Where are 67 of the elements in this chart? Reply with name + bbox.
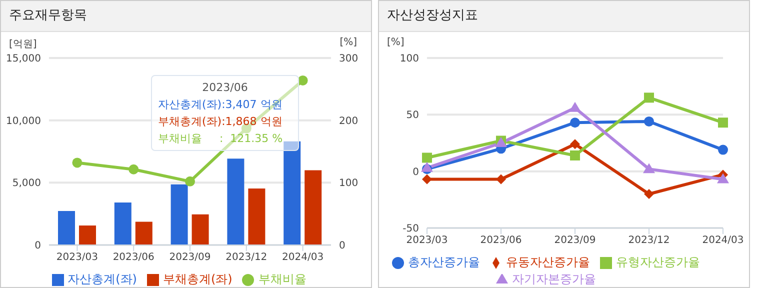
point <box>185 176 195 186</box>
annotation: 부채총계(좌):1,868 억원 <box>158 114 284 130</box>
point <box>644 189 654 199</box>
annotation: 부채비율 : 121.35 % <box>158 131 284 147</box>
y2-tick-label: 100 <box>339 178 358 190</box>
legend-label: 자산총계(좌) <box>68 272 137 286</box>
x-tick-label: 2023/03 <box>406 235 448 246</box>
legend-label: 총자산증가율 <box>408 255 480 269</box>
x-tick-label: 2023/09 <box>554 235 596 246</box>
point <box>496 174 506 184</box>
point <box>644 116 654 126</box>
x-tick-label: 2023/12 <box>628 235 670 246</box>
y-tick-label: 0 <box>412 166 419 178</box>
y-tick-label: -50 <box>402 224 419 235</box>
point <box>570 139 580 150</box>
legend-label: 유동자산증가율 <box>506 255 590 269</box>
point <box>298 75 308 86</box>
point <box>718 144 728 155</box>
x-tick-label: 2023/06 <box>112 252 154 264</box>
x-tick-label: 2023/06 <box>480 235 522 246</box>
point <box>569 102 581 112</box>
point <box>570 118 580 128</box>
y2-tick-label: 200 <box>339 116 358 127</box>
chart-title: 자산성장성지표 <box>379 1 749 32</box>
point <box>717 173 729 184</box>
y-tick-label: 15,000 <box>6 54 41 65</box>
y-tick-label: 10,000 <box>6 116 41 127</box>
x-tick-label: 2023/03 <box>56 252 98 264</box>
x-tick-label: 2023/09 <box>169 252 211 264</box>
y-tick-label: 0 <box>34 240 41 252</box>
point <box>72 158 82 168</box>
legend-label: 부채비율 <box>258 272 306 286</box>
point <box>644 92 654 103</box>
bar <box>227 158 244 245</box>
bar <box>135 222 152 245</box>
y-tick-label: 100 <box>400 54 419 65</box>
y2-tick-label: 0 <box>339 240 346 252</box>
bar <box>192 214 209 245</box>
bar <box>114 202 132 245</box>
bar <box>248 188 266 245</box>
annotation: 2023/06 <box>201 80 249 96</box>
bar <box>58 210 75 245</box>
bar <box>304 170 322 245</box>
legend-label: 자기자본증가율 <box>512 272 596 286</box>
y-tick-label: 50 <box>406 110 419 122</box>
point <box>422 174 432 184</box>
point <box>422 152 432 163</box>
point <box>718 118 728 128</box>
point <box>421 162 433 172</box>
annotation: 자산총계(좌):3,407 억원 <box>158 97 284 113</box>
x-tick-label: 2023/12 <box>226 252 268 264</box>
point <box>643 163 655 174</box>
x-tick-label: 2024/03 <box>702 235 744 246</box>
y-axis-title: [%] <box>387 37 404 48</box>
legend-label: 부채총계(좌) <box>163 272 232 286</box>
point <box>128 164 139 174</box>
x-tick-label: 2024/03 <box>282 252 324 264</box>
chart-title: 주요재무항목 <box>1 1 371 32</box>
point <box>570 150 580 160</box>
bar <box>79 226 96 245</box>
bar <box>170 184 188 245</box>
bar <box>284 141 301 245</box>
y2-axis-title: [%] <box>340 37 357 48</box>
y2-tick-label: 300 <box>339 54 358 65</box>
y-tick-label: 5,000 <box>12 178 41 190</box>
y-axis-title: [억원] <box>9 38 37 51</box>
legend-label: 유형자산증가율 <box>616 255 700 269</box>
